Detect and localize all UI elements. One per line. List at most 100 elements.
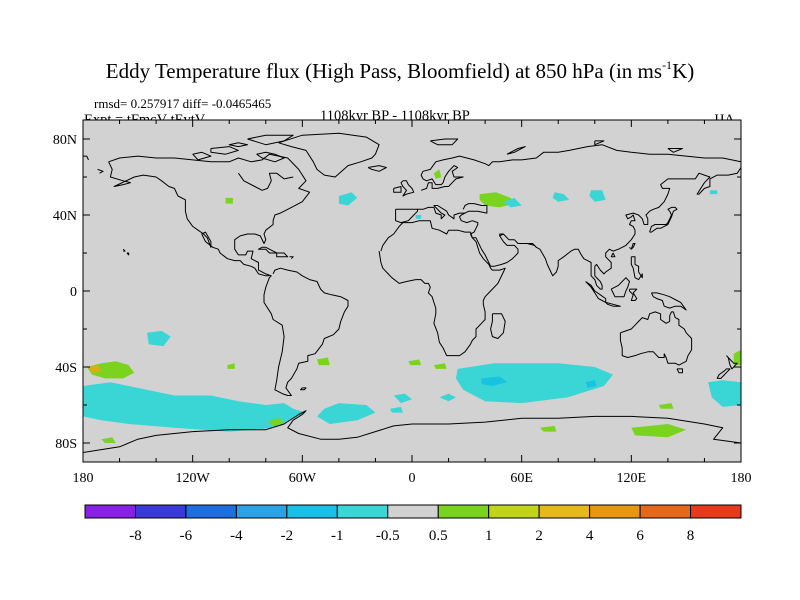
coastline	[585, 281, 607, 303]
anomaly-region	[390, 406, 403, 413]
coastline	[276, 252, 289, 258]
colorbar-label: 0.5	[429, 528, 448, 544]
x-tick-label: 0	[409, 471, 416, 486]
coastline	[490, 313, 506, 339]
coastline	[247, 134, 294, 146]
colorbar-label: -8	[129, 528, 142, 544]
coastline	[430, 138, 459, 146]
coastline	[667, 148, 683, 153]
y-tick-label: 80N	[53, 133, 77, 148]
anomaly-fills	[83, 169, 741, 443]
coastline	[82, 410, 742, 453]
coastline	[630, 256, 643, 281]
colorbar-swatch	[134, 504, 187, 519]
anomaly-region	[433, 363, 447, 369]
chart-title: Eddy Temperature flux (High Pass, Bloomf…	[105, 58, 695, 83]
coastline	[126, 252, 130, 256]
y-axis-ticks: 80N 40N 0 40S 80S	[53, 133, 741, 452]
coastline	[367, 165, 387, 172]
colorbar-swatch	[437, 504, 490, 519]
anomaly-region	[338, 192, 358, 206]
coastline	[108, 161, 270, 277]
coastline	[610, 252, 616, 258]
colorbar-label: -6	[180, 528, 193, 544]
anomaly-region	[631, 424, 687, 438]
coastline	[619, 311, 693, 366]
anomaly-region	[455, 363, 614, 404]
colorbar-label: 2	[535, 528, 543, 544]
colorbar-label: -0.5	[376, 528, 400, 544]
coastline	[210, 146, 239, 155]
coastline	[594, 140, 605, 146]
anomaly-region	[585, 380, 597, 388]
coastline	[122, 248, 126, 252]
anomaly-region	[317, 403, 376, 424]
x-axis-ticks: 180 120W 60W 0 60E 120E 180	[73, 120, 752, 486]
anomaly-region	[539, 425, 557, 432]
anomaly-region	[408, 359, 422, 366]
coastline	[629, 243, 636, 250]
anomaly-region	[589, 190, 606, 202]
colorbar-swatch	[336, 504, 389, 519]
colorbar-swatch	[538, 504, 591, 519]
anomaly-region	[658, 403, 674, 409]
coastline	[393, 186, 402, 193]
anomaly-region	[88, 365, 102, 373]
coastline	[108, 153, 349, 396]
coastline	[192, 151, 212, 161]
colorbar-label: 4	[586, 528, 594, 544]
colorbar-label: 6	[636, 528, 644, 544]
anomaly-region	[83, 382, 306, 432]
coastline	[716, 368, 731, 379]
coastline	[650, 292, 687, 311]
colorbar-label: 1	[485, 528, 493, 544]
anomaly-region	[415, 215, 422, 219]
anomaly-region	[317, 357, 330, 366]
x-tick-label: 120E	[617, 471, 647, 486]
y-tick-label: 80S	[55, 437, 77, 452]
x-tick-label: 180	[73, 471, 94, 486]
coastline	[228, 142, 248, 148]
anomaly-region	[147, 330, 171, 347]
x-tick-label: 120W	[176, 471, 211, 486]
coastline	[420, 144, 742, 191]
colorbar-label: 8	[687, 528, 695, 544]
coastline	[610, 277, 630, 298]
anomaly-region	[481, 376, 507, 386]
coastline	[676, 368, 683, 374]
colorbar: -8 -6 -4 -2 -1 -0.5 0.5 1 2 4 6 8	[84, 504, 742, 544]
anomaly-region	[393, 393, 412, 404]
colorbar-swatch	[235, 504, 288, 519]
anomaly-region	[552, 192, 570, 202]
coastline	[237, 172, 294, 191]
coastline	[289, 256, 294, 260]
coastline	[499, 233, 504, 236]
coastline	[506, 146, 526, 155]
anomaly-region	[227, 363, 235, 369]
colorbar-label: -2	[281, 528, 294, 544]
colorbar-swatch	[639, 504, 692, 519]
coastline	[378, 220, 506, 357]
anomaly-region	[708, 380, 741, 407]
coastline	[83, 155, 89, 161]
y-tick-label: 40N	[53, 209, 77, 224]
colorbar-label: -4	[230, 528, 243, 544]
anomaly-region	[433, 169, 442, 179]
stats-label: rmsd= 0.257917 diff= -0.0465465	[94, 96, 272, 111]
coastline	[649, 206, 678, 233]
x-tick-label: 180	[731, 471, 752, 486]
x-tick-label: 60E	[510, 471, 533, 486]
colorbar-swatch	[488, 504, 540, 519]
colorbar-swatch	[286, 504, 338, 519]
colorbar-swatch	[387, 504, 439, 519]
colorbar-swatch	[185, 504, 237, 519]
coastline	[629, 288, 638, 301]
coastline	[400, 180, 415, 197]
coastline	[605, 301, 621, 307]
coastline	[97, 168, 104, 174]
y-tick-label: 0	[70, 285, 77, 300]
coastline	[278, 132, 380, 178]
colorbar-swatch	[589, 504, 641, 519]
coastline	[726, 355, 738, 370]
anomaly-region	[225, 197, 233, 204]
